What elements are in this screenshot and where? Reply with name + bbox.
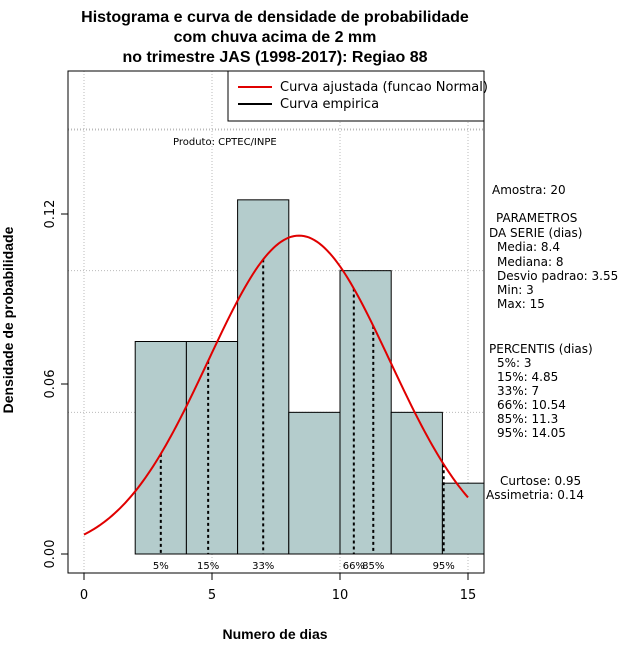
legend-label-fitted: Curva ajustada (funcao Normal) (280, 80, 488, 95)
normal-curve (83, 234, 469, 536)
x-axis-title: Numero de dias (222, 626, 327, 642)
normal-curve-path (83, 234, 469, 536)
y-tick-label: 0.00 (43, 540, 58, 569)
stat-p85: 85%: 11.3 (497, 412, 558, 426)
percentile-label: 15% (197, 561, 219, 572)
stats-panel: Amostra: 20 PARAMETROS DA SERIE (dias) M… (486, 183, 618, 502)
percentile-label: 66% (343, 561, 365, 572)
histogram-bar (390, 411, 443, 555)
product-annotation: Produto: CPTEC/INPE (173, 137, 277, 148)
chart-title-line-1: Histograma e curva de densidade de proba… (81, 9, 469, 26)
stat-max: Max: 15 (497, 297, 545, 311)
histogram-bar (185, 341, 239, 555)
percentile-label: 95% (433, 561, 455, 572)
legend-label-empirical: Curva empirica (280, 97, 379, 112)
stat-kurtosis: Curtose: 0.95 (500, 474, 581, 488)
histogram-bar (339, 270, 392, 555)
histogram-bar (441, 482, 485, 555)
stat-p66: 66%: 10.54 (497, 398, 566, 412)
y-tick-label: 0.06 (43, 370, 58, 399)
y-tick-label: 0.12 (43, 200, 58, 229)
axes: 0 5 10 15 0.00 0.06 0.12 (43, 200, 476, 603)
stat-p95: 95%: 14.05 (497, 426, 566, 440)
histogram-bar (288, 411, 341, 555)
x-tick-label: 0 (80, 588, 88, 603)
y-axis-title: Densidade de probabilidade (0, 226, 16, 413)
x-tick-label: 15 (460, 588, 477, 603)
percentile-lines: 5% 15% 33% 66%85% 95% (153, 259, 455, 572)
percentile-label: 85% (362, 561, 384, 572)
x-tick-label: 10 (332, 588, 349, 603)
stat-skewness: Assimetria: 0.14 (486, 488, 584, 502)
stat-p33: 33%: 7 (497, 384, 539, 398)
stat-min: Min: 3 (497, 283, 534, 297)
stat-sample: Amostra: 20 (492, 183, 566, 197)
stat-mean: Media: 8.4 (497, 240, 560, 254)
legend: Curva ajustada (funcao Normal) Curva emp… (227, 70, 488, 122)
x-tick-label: 5 (208, 588, 216, 603)
stat-percentiles-heading: PERCENTIS (dias) (489, 342, 593, 356)
chart-title-line-3: no trimestre JAS (1998-2017): Regiao 88 (122, 49, 427, 66)
percentile-label: 33% (252, 561, 274, 572)
histogram-bars (134, 199, 485, 555)
stat-params-heading: PARAMETROS (496, 211, 577, 225)
percentile-label: 5% (153, 561, 169, 572)
chart-title-line-2: com chuva acima de 2 mm (174, 29, 377, 46)
stat-median: Mediana: 8 (497, 255, 564, 269)
stat-p15: 15%: 4.85 (497, 370, 558, 384)
legend-box (227, 70, 485, 122)
stat-sd: Desvio padrao: 3.55 (497, 269, 618, 283)
stat-params-subheading: DA SERIE (dias) (489, 226, 582, 240)
stat-p5: 5%: 3 (497, 356, 532, 370)
histogram-bar (134, 341, 187, 555)
